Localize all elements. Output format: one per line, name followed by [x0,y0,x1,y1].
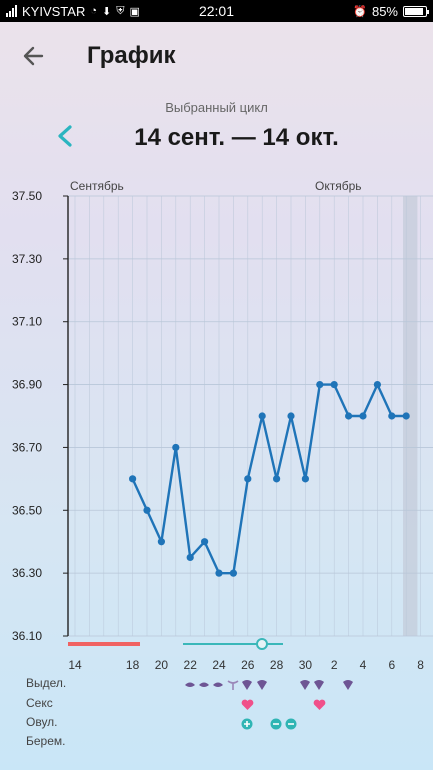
y-tick-label: 36.90 [12,378,42,392]
temperature-point [186,553,194,562]
cycle-range: 14 сент. — 14 окт. [134,124,339,151]
chart-grid [63,195,433,637]
drop-icon [184,678,196,696]
page-title: График [87,42,176,69]
x-tick-label: 18 [126,658,140,672]
x-tick-label: 6 [388,658,395,672]
temperature-chart[interactable]: 37.50 37.30 37.10 36.90 36.70 36.50 36.30 36.10… [0,172,433,677]
ovulation-negative-icon [285,717,297,735]
app-bar: График [0,22,433,90]
legend-label-discharge: Выдел. [26,676,67,690]
carrier-name: KYIVSTAR [22,3,86,19]
legend-label-sex: Секс [26,696,53,710]
temperature-point [388,412,396,420]
temperature-point [359,412,367,420]
heart-icon [313,698,326,716]
x-tick-label: 4 [360,658,367,672]
heart-icon [241,698,254,716]
x-tick-label: 20 [155,658,169,672]
download-icon: ⬇ [102,5,112,18]
arrow-left-icon[interactable] [20,42,48,70]
alarm-icon: ⏰ [353,5,367,18]
drop-icon [212,678,224,696]
y-tick-label: 37.10 [12,315,42,329]
temperature-point [201,538,209,546]
heavy-discharge-icon [313,678,325,696]
temperature-line [131,383,407,575]
temperature-point [244,475,252,483]
x-axis-labels: 14 18 20 22 24 26 28 30 2 4 6 8 [68,658,424,672]
heavy-discharge-icon [241,678,253,696]
month-label: Сентябрь [70,179,124,193]
temperature-point [215,569,223,577]
y-tick-label: 36.30 [12,566,42,580]
heavy-discharge-icon [299,678,311,696]
legend-row-sex: Секс [0,696,433,714]
x-tick-label: 22 [184,658,198,672]
temperature-point [345,412,353,420]
ovulation-positive-icon [241,717,253,735]
ovulation-marker [256,638,268,650]
legend-row-discharge: Выдел. [0,676,433,694]
app-notification-icon: ▣ [129,5,140,18]
temperature-point [258,412,266,420]
drop-icon [198,678,210,696]
battery-icon [403,5,429,17]
y-tick-label: 36.50 [12,503,42,517]
legend-label-ovulation: Овул. [26,715,58,729]
temperature-point [301,475,309,483]
temperature-point [172,443,180,452]
cycle-label: Выбранный цикл [165,100,268,115]
battery-percent: 85% [371,3,398,19]
x-tick-label: 8 [417,658,424,672]
x-tick-label: 14 [68,658,82,672]
x-tick-label: 26 [241,658,255,672]
temperature-point [316,380,324,389]
x-tick-label: 30 [299,658,313,672]
month-label: Октябрь [315,179,362,193]
signal-icon [6,5,17,17]
temperature-point [287,412,295,420]
legend-label-pregnancy: Берем. [26,734,66,748]
chevron-left-icon[interactable] [52,122,78,150]
y-tick-label: 36.10 [12,629,42,643]
y-tick-label: 37.50 [12,189,42,203]
y-tick-label: 36.70 [12,440,42,454]
temperature-point [143,506,151,514]
temperature-points [129,380,410,577]
temperature-point [373,380,381,389]
x-tick-label: 28 [270,658,284,672]
heavy-discharge-icon [342,678,354,696]
temperature-polyline [131,383,407,575]
heavy-discharge-icon [256,678,268,696]
x-tick-label: 2 [331,658,338,672]
temperature-point [330,380,338,389]
y-axis-labels: 37.50 37.30 37.10 36.90 36.70 36.50 36.30 36.10 [12,189,42,643]
temperature-point [402,412,410,420]
period-bar [68,642,140,646]
shield-icon: ⛨ [116,4,125,17]
today-highlight-column [403,196,418,636]
legend-row-pregnancy: Берем. [0,734,433,752]
fertile-bar [183,643,283,645]
x-tick-label: 24 [212,658,226,672]
wifi-icon: ◔ [90,5,97,17]
status-bar: KYIVSTAR ◔ ⬇ ⛨ ▣ 22:01 ⏰ 85% [0,0,433,22]
ovulation-negative-icon [270,717,282,735]
spotting-icon [227,678,239,696]
temperature-point [229,569,237,577]
temperature-point [157,538,165,546]
y-tick-label: 37.30 [12,252,42,266]
month-labels: Сентябрь Октябрь [70,179,362,193]
phase-bars [68,638,283,650]
temperature-point [129,475,137,483]
legend-row-ovulation: Овул. [0,715,433,733]
temperature-point [273,475,281,483]
